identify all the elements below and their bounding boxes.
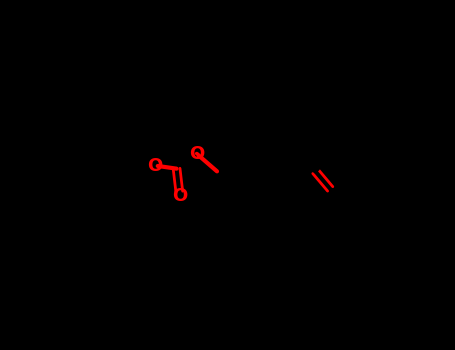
Text: O: O [147,157,162,175]
Text: O: O [189,145,204,163]
Text: O: O [172,187,187,205]
